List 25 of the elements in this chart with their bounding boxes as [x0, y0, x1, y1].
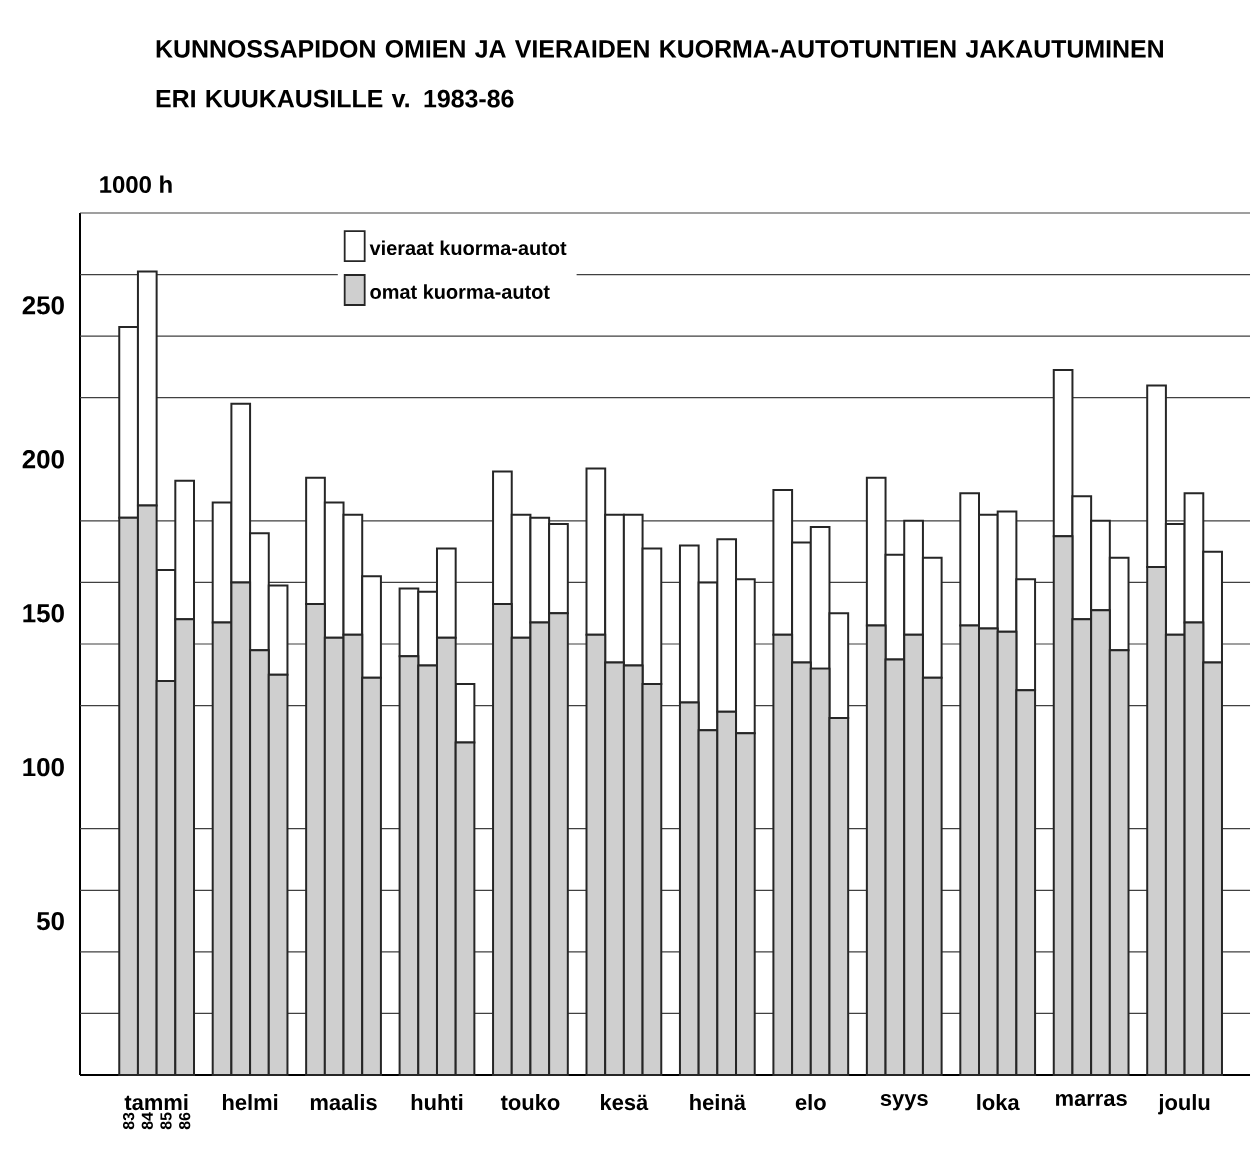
- text: helmi: [222, 1094, 278, 1111]
- y-tick-label: 100: [23, 757, 64, 777]
- text: touko: [500, 1094, 560, 1111]
- y-axis-title: 1000 h: [100, 175, 172, 194]
- legend-label: vieraat kuorma-autot: [369, 240, 567, 256]
- text: tammi: [124, 1094, 188, 1111]
- text: elo: [795, 1094, 826, 1111]
- chart-title: KUNNOSSAPIDON OMIEN JA VIERAIDEN KUORMA-AUTOTUNTIEN JAKAUTUMINEN ERI KUUKAUSILLE v. 1983-86: [156, 40, 1163, 108]
- text: maalis: [310, 1094, 377, 1111]
- y-tick-label: 250: [22, 296, 64, 315]
- text: huhti: [411, 1094, 463, 1111]
- text: marras: [1056, 1094, 1127, 1107]
- y-tick-label: 150: [23, 604, 64, 623]
- text: loka: [977, 1094, 1020, 1111]
- x-tick-label: 85: [160, 1112, 172, 1130]
- legend-label: omat kuorma-autot: [370, 284, 550, 299]
- text: syys: [880, 1094, 928, 1111]
- text: joulu: [1158, 1094, 1210, 1115]
- text: heinä: [690, 1094, 746, 1111]
- x-tick-label: 84: [141, 1112, 153, 1130]
- text: kesä: [601, 1094, 649, 1111]
- y-tick-label: 50: [36, 911, 64, 931]
- x-tick-label: 86: [179, 1112, 191, 1130]
- y-tick-label: 200: [22, 450, 64, 469]
- x-tick-label: 83: [122, 1112, 135, 1130]
